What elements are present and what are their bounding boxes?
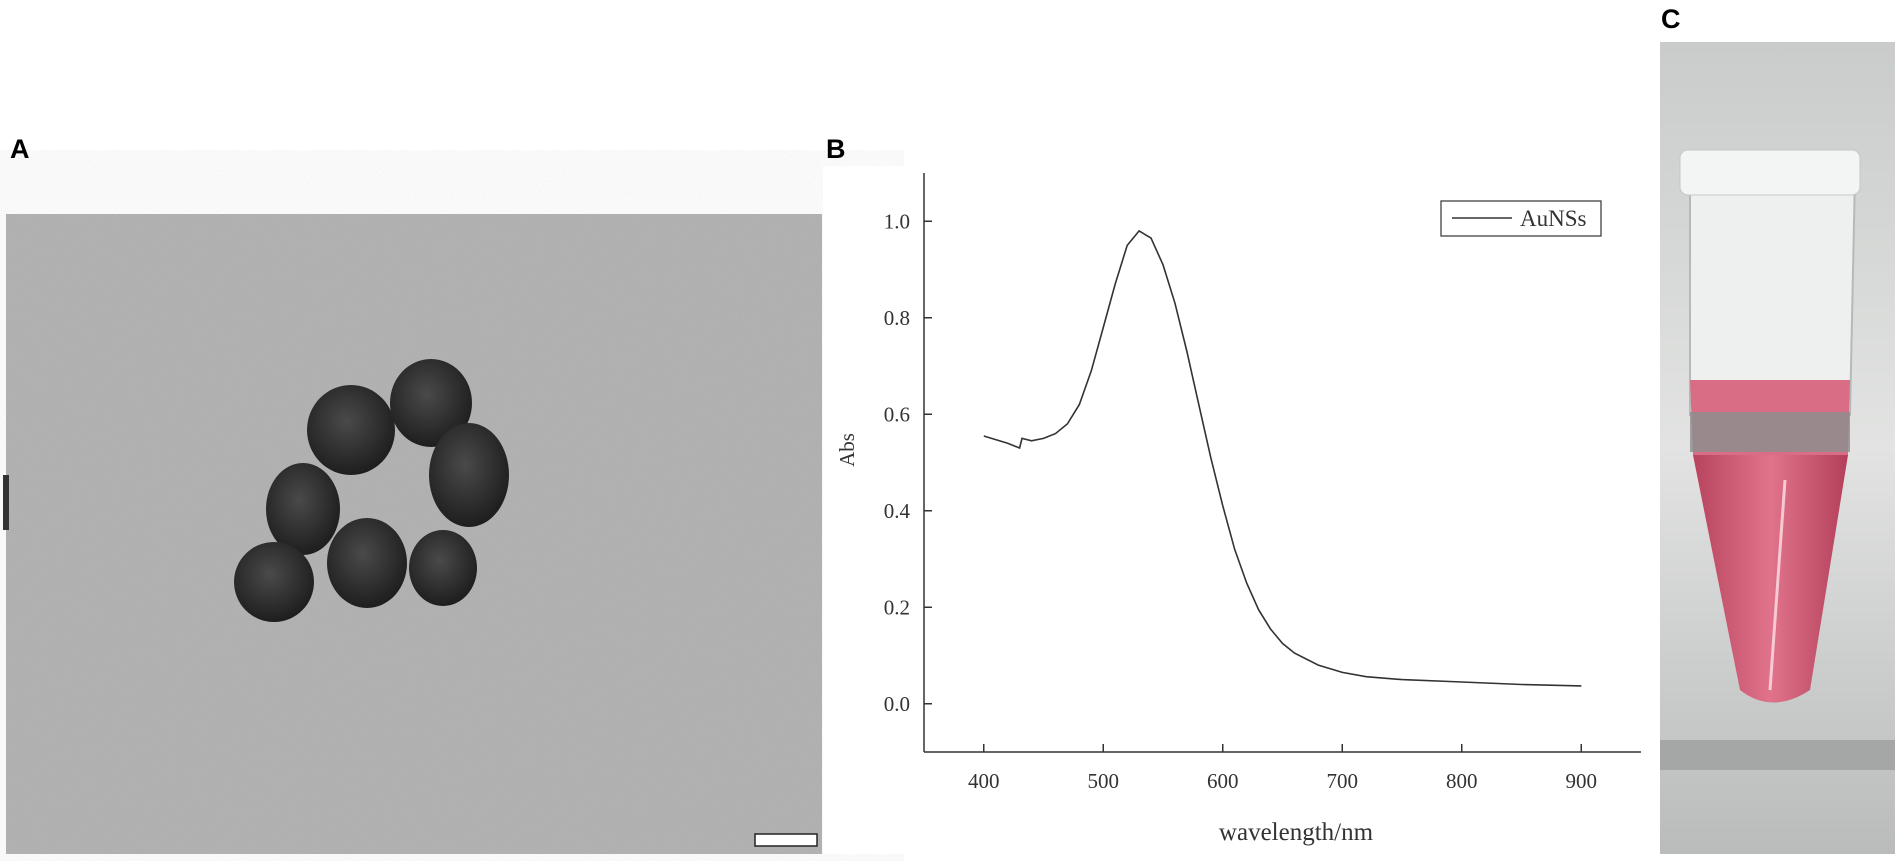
x-tick-label: 900 xyxy=(1566,769,1598,793)
chart: Abs wavelength/nm 0.0 0.2 0.4 0.6 0.8 1.0 400 5… xyxy=(835,173,1641,846)
y-tick-label: 1.0 xyxy=(884,209,910,233)
x-tick-label: 600 xyxy=(1207,769,1239,793)
x-axis-label: wavelength/nm xyxy=(1219,819,1374,846)
x-tick-label: 800 xyxy=(1446,769,1478,793)
x-tick-label: 400 xyxy=(968,769,1000,793)
panel-label: B xyxy=(826,134,846,164)
y-tick-label: 0.6 xyxy=(884,402,910,426)
panel-label: A xyxy=(10,134,30,164)
y-tick-label: 0.2 xyxy=(884,595,910,619)
panel-label: C xyxy=(1661,4,1681,34)
x-tick-label: 500 xyxy=(1088,769,1120,793)
chart-background xyxy=(823,166,1659,854)
line xyxy=(983,229,1582,687)
legend-label: AuNSs xyxy=(1520,206,1587,231)
tube-photo xyxy=(1660,42,1895,854)
y-tick-label: 0.0 xyxy=(884,692,910,716)
x-tick-label: 700 xyxy=(1327,769,1359,793)
y-tick-label: 0.4 xyxy=(884,499,911,523)
y-tick-label: 0.8 xyxy=(884,306,910,330)
y-axis-label: Abs xyxy=(835,433,859,467)
tem-image xyxy=(3,214,822,854)
